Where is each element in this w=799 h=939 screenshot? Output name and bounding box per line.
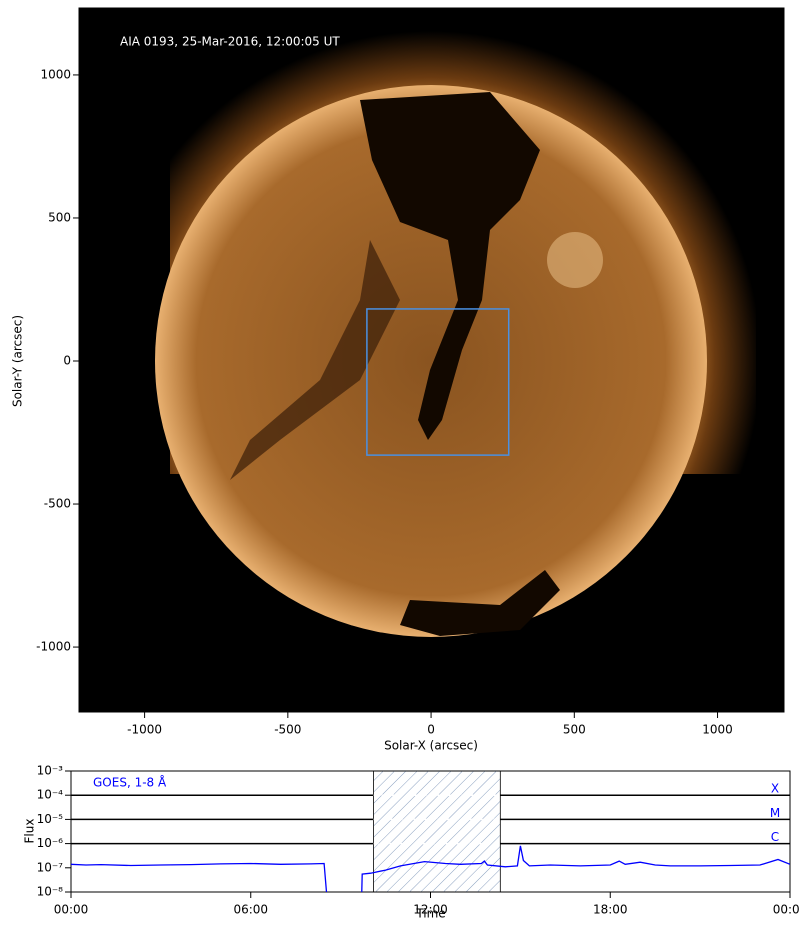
x-axis-label: Solar-X (arcsec) — [384, 739, 478, 753]
y-tick-label: -500 — [44, 497, 71, 511]
series-label: GOES, 1-8 Å — [93, 775, 167, 790]
x-tick-label: 0 — [427, 723, 435, 737]
x-tick-label: -1000 — [127, 723, 162, 737]
region-box — [366, 308, 510, 456]
x-tick-label: 18:00 — [593, 903, 628, 917]
y-tick-label: 0 — [63, 354, 71, 368]
y-tick-label: 10⁻⁶ — [37, 836, 64, 850]
x-tick-label: 00:00 — [773, 903, 799, 917]
x-axis-label: Time — [415, 907, 445, 921]
y-tick-label: 10⁻⁵ — [37, 812, 64, 826]
y-tick-label: 10⁻⁸ — [37, 885, 64, 899]
y-tick-label: 10⁻³ — [37, 764, 64, 778]
y-tick-label: 10⁻⁴ — [37, 788, 64, 802]
x-tick-label: 500 — [563, 723, 586, 737]
y-axis-label: Solar-Y (arcsec) — [11, 315, 25, 407]
x-tick-label: 1000 — [702, 723, 733, 737]
flux-line — [71, 845, 790, 892]
level-label: X — [771, 782, 779, 796]
active-region — [547, 232, 603, 288]
image-title: AIA 0193, 25-Mar-2016, 12:00:05 UT — [120, 35, 340, 49]
coronal-hole — [400, 570, 560, 636]
x-tick-label: 00:00 — [54, 903, 89, 917]
y-tick-label: 10⁻⁷ — [37, 860, 64, 874]
filament — [230, 240, 400, 480]
coronal-hole — [360, 92, 540, 440]
y-tick-label: -1000 — [36, 640, 71, 654]
x-tick-label: 06:00 — [233, 903, 268, 917]
level-label: C — [771, 830, 779, 844]
y-axis-label: Flux — [23, 819, 37, 844]
x-tick-label: 12:00 — [413, 903, 448, 917]
solar-disk — [155, 85, 707, 637]
level-label: M — [770, 806, 780, 820]
x-tick-label: -500 — [274, 723, 301, 737]
y-tick-label: 500 — [48, 210, 71, 224]
y-tick-label: 1000 — [40, 67, 71, 81]
shaded-interval — [373, 770, 501, 893]
